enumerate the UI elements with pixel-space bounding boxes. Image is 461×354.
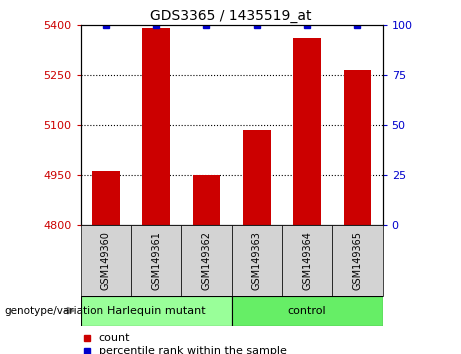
- Text: GSM149364: GSM149364: [302, 231, 312, 290]
- Bar: [193, 176, 220, 225]
- FancyBboxPatch shape: [282, 225, 332, 296]
- Text: GSM149365: GSM149365: [353, 231, 362, 290]
- Text: GSM149363: GSM149363: [252, 231, 262, 290]
- Text: GDS3365 / 1435519_at: GDS3365 / 1435519_at: [150, 9, 311, 23]
- FancyBboxPatch shape: [81, 225, 131, 296]
- Text: control: control: [288, 306, 326, 316]
- Text: percentile rank within the sample: percentile rank within the sample: [99, 346, 287, 354]
- FancyBboxPatch shape: [131, 225, 181, 296]
- Text: count: count: [99, 333, 130, 343]
- Text: GSM149360: GSM149360: [101, 231, 111, 290]
- Bar: [243, 130, 271, 225]
- Text: genotype/variation: genotype/variation: [5, 306, 104, 316]
- Bar: [343, 70, 371, 225]
- FancyBboxPatch shape: [181, 225, 231, 296]
- FancyBboxPatch shape: [231, 225, 282, 296]
- Text: GSM149361: GSM149361: [151, 231, 161, 290]
- FancyBboxPatch shape: [332, 225, 383, 296]
- Bar: [293, 38, 321, 225]
- Text: Harlequin mutant: Harlequin mutant: [107, 306, 206, 316]
- Bar: [142, 28, 170, 225]
- FancyBboxPatch shape: [81, 296, 231, 326]
- Text: GSM149362: GSM149362: [201, 231, 212, 290]
- FancyBboxPatch shape: [231, 296, 383, 326]
- Bar: [92, 171, 120, 225]
